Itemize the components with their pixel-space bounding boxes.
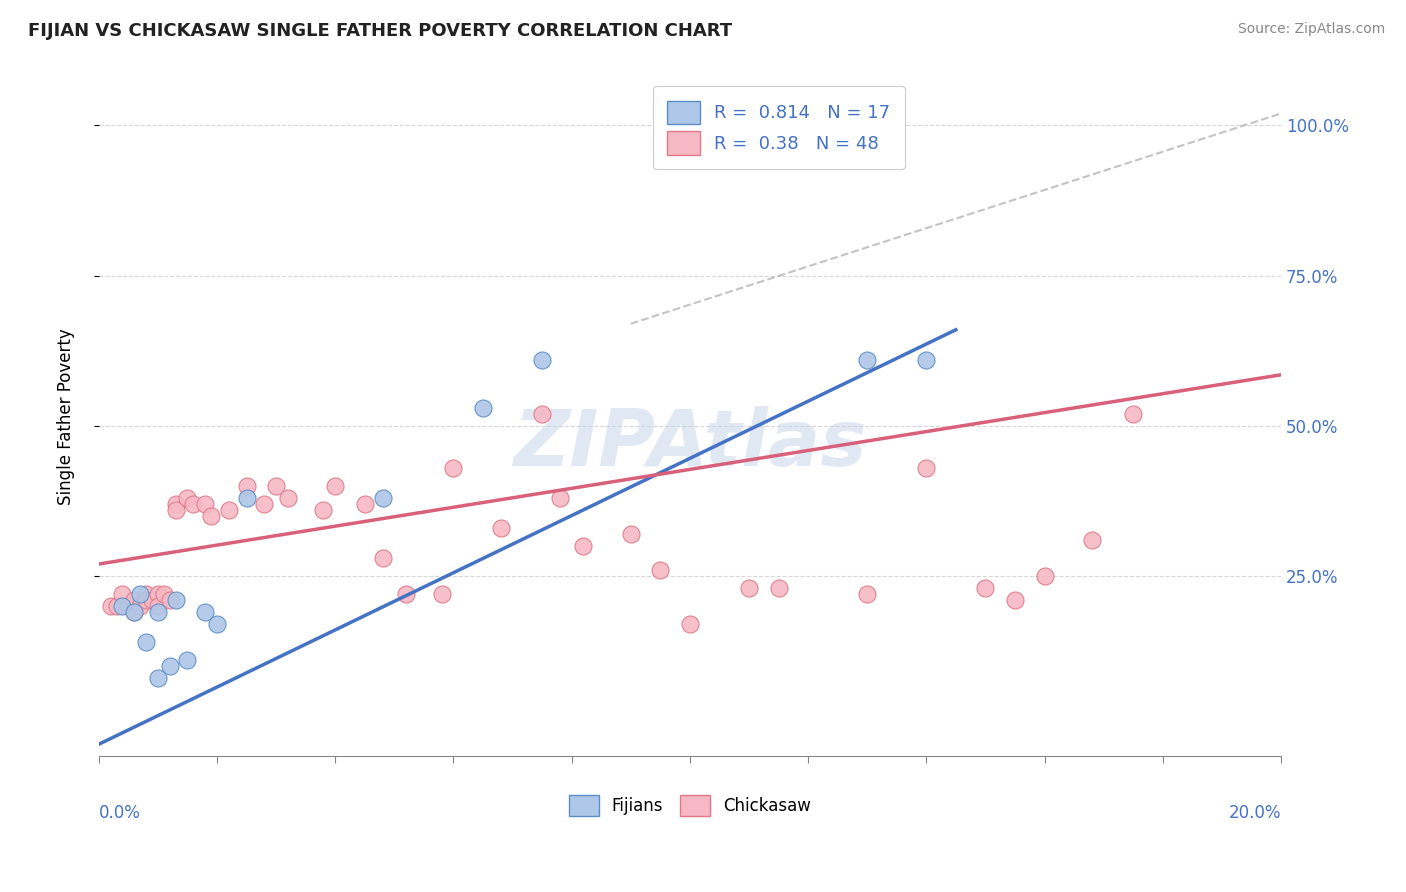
Point (679, 617, 702, 632)
Point (620, 527, 643, 541)
Point (1033, 569, 1056, 583)
Text: Source: ZipAtlas.com: Source: ZipAtlas.com (1237, 22, 1385, 37)
Point (1081, 533, 1104, 547)
Point (183, 497, 205, 511)
Point (146, 587, 169, 601)
Point (768, 581, 790, 595)
Text: 20.0%: 20.0% (1229, 804, 1281, 822)
Point (159, 593, 181, 607)
Point (176, 653, 198, 667)
Point (312, 503, 335, 517)
Y-axis label: Single Father Poverty: Single Father Poverty (58, 328, 75, 505)
Point (141, 593, 163, 607)
Point (253, 497, 276, 511)
Point (738, 581, 761, 595)
Point (129, 587, 152, 601)
Point (146, 671, 169, 685)
Point (135, 593, 157, 607)
Point (531, 407, 554, 421)
Point (194, 605, 217, 619)
Point (135, 635, 157, 649)
Point (572, 539, 595, 553)
Point (165, 593, 187, 607)
Point (153, 587, 176, 601)
Point (395, 587, 418, 601)
Point (205, 617, 228, 632)
Point (194, 497, 217, 511)
Point (146, 599, 169, 613)
Point (548, 491, 571, 505)
Point (111, 599, 134, 613)
Text: ZIPAtlas: ZIPAtlas (513, 406, 866, 482)
Legend: Fijians, Chickasaw: Fijians, Chickasaw (562, 788, 818, 822)
Point (974, 581, 997, 595)
Point (122, 593, 145, 607)
Point (430, 587, 453, 601)
Point (915, 461, 938, 475)
Point (277, 491, 299, 505)
Point (135, 587, 157, 601)
Point (443, 461, 465, 475)
Point (111, 587, 134, 601)
Point (105, 599, 128, 613)
Point (856, 352, 879, 367)
Point (489, 521, 512, 535)
Point (176, 491, 198, 505)
Point (323, 479, 346, 493)
Point (200, 508, 222, 523)
Point (650, 563, 672, 577)
Point (235, 491, 257, 505)
Point (353, 497, 375, 511)
Point (472, 401, 495, 415)
Point (1122, 407, 1144, 421)
Point (915, 352, 938, 367)
Point (117, 599, 139, 613)
Point (371, 551, 394, 566)
Text: FIJIAN VS CHICKASAW SINGLE FATHER POVERTY CORRELATION CHART: FIJIAN VS CHICKASAW SINGLE FATHER POVERT… (28, 22, 733, 40)
Point (371, 491, 394, 505)
Point (218, 503, 240, 517)
Point (165, 497, 187, 511)
Point (146, 605, 169, 619)
Point (100, 599, 122, 613)
Point (159, 659, 181, 673)
Point (856, 587, 879, 601)
Point (531, 352, 554, 367)
Text: 0.0%: 0.0% (98, 804, 141, 822)
Point (122, 605, 145, 619)
Point (122, 605, 145, 619)
Point (129, 599, 152, 613)
Point (264, 479, 287, 493)
Point (165, 503, 187, 517)
Point (235, 479, 257, 493)
Point (1004, 593, 1026, 607)
